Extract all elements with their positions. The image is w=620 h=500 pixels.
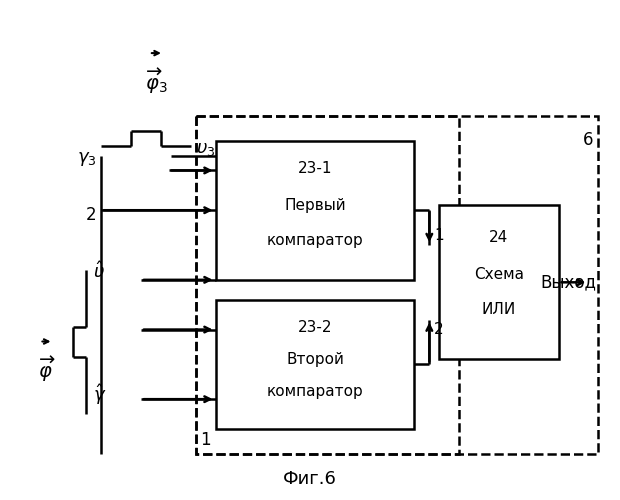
Text: Фиг.6: Фиг.6 <box>283 470 337 488</box>
Text: Схема: Схема <box>474 268 524 282</box>
Bar <box>440 205 559 360</box>
Text: 1: 1 <box>201 431 211 449</box>
Text: $\overrightarrow{\varphi}_3$: $\overrightarrow{\varphi}_3$ <box>144 66 167 96</box>
Text: 23-1: 23-1 <box>298 161 332 176</box>
Text: $\hat{\gamma}$: $\hat{\gamma}$ <box>93 382 107 406</box>
Text: Второй: Второй <box>286 352 344 367</box>
Text: ИЛИ: ИЛИ <box>482 302 516 317</box>
Text: 24: 24 <box>489 230 508 244</box>
Text: 2: 2 <box>86 206 96 224</box>
Text: 2: 2 <box>434 322 444 336</box>
Bar <box>196 116 459 454</box>
Text: Выход: Выход <box>541 274 596 291</box>
Text: компаратор: компаратор <box>267 232 363 248</box>
Text: 1: 1 <box>434 228 444 243</box>
Bar <box>216 140 414 280</box>
Text: компаратор: компаратор <box>267 384 363 398</box>
Text: $\hat{\upsilon}$: $\hat{\upsilon}$ <box>93 262 105 282</box>
Text: 23-2: 23-2 <box>298 320 332 335</box>
Text: 6: 6 <box>583 130 593 148</box>
Text: Первый: Первый <box>284 198 346 213</box>
Text: $\gamma_3$: $\gamma_3$ <box>77 150 96 168</box>
Text: $\overrightarrow{\varphi}$: $\overrightarrow{\varphi}$ <box>38 354 55 384</box>
Bar <box>196 116 598 454</box>
Bar <box>216 300 414 429</box>
Text: $\upsilon_3$: $\upsilon_3$ <box>196 140 215 158</box>
